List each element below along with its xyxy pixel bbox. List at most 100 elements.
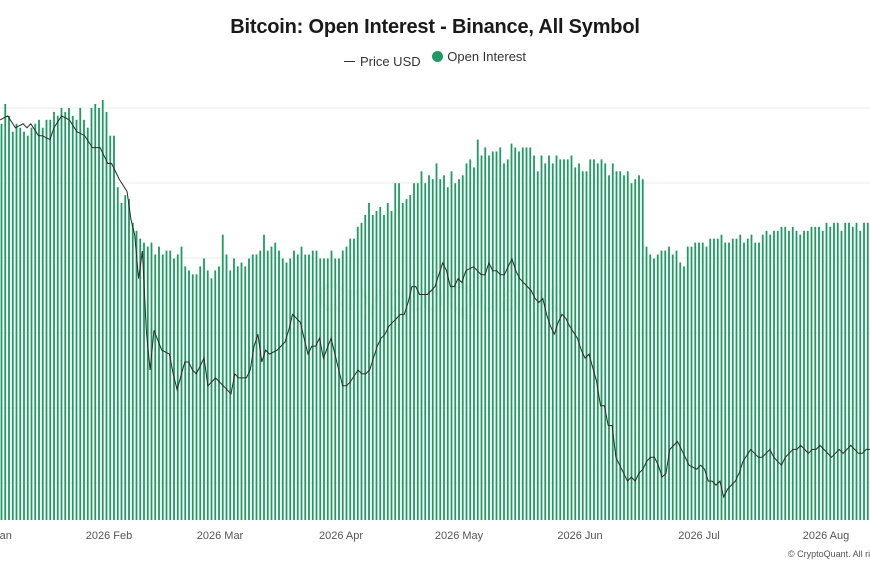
oi-bar bbox=[600, 159, 603, 520]
oi-bar bbox=[364, 214, 367, 520]
oi-bar bbox=[53, 111, 55, 521]
oi-bar bbox=[761, 234, 764, 520]
oi-bar bbox=[615, 171, 618, 521]
oi-bar bbox=[731, 238, 734, 520]
oi-bar bbox=[803, 230, 805, 521]
oi-bar bbox=[641, 179, 644, 520]
oi-bar bbox=[371, 214, 374, 520]
oi-bar bbox=[671, 254, 674, 520]
oi-bar bbox=[431, 179, 434, 520]
oi-bar bbox=[345, 246, 348, 520]
oi-bar bbox=[386, 203, 389, 520]
open-interest-bars bbox=[0, 100, 869, 521]
oi-bar bbox=[634, 179, 637, 520]
oi-bar bbox=[188, 270, 190, 520]
oi-bar bbox=[143, 242, 145, 520]
oi-bar bbox=[255, 254, 258, 520]
oi-bar bbox=[75, 119, 78, 521]
oi-bar bbox=[604, 163, 607, 520]
copyright-credit: © CryptoQuant. All rights reserved. bbox=[788, 549, 870, 559]
oi-bar bbox=[773, 230, 775, 521]
x-tick-label: 2026 Jul bbox=[678, 530, 720, 542]
oi-bar bbox=[630, 183, 633, 520]
oi-bar bbox=[330, 250, 333, 520]
oi-bar bbox=[360, 222, 363, 521]
oi-bar bbox=[585, 171, 588, 521]
oi-bar bbox=[499, 147, 502, 520]
oi-bar bbox=[683, 266, 685, 520]
line-swatch-icon bbox=[343, 61, 355, 62]
oi-bar bbox=[101, 100, 104, 520]
oi-bar bbox=[791, 226, 794, 521]
oi-bar bbox=[855, 222, 858, 521]
oi-bar bbox=[146, 246, 149, 520]
x-tick-label: 2026 Apr bbox=[319, 530, 363, 542]
oi-bar bbox=[488, 155, 490, 520]
oi-bar bbox=[285, 262, 288, 520]
oi-bar bbox=[311, 250, 314, 520]
oi-bar bbox=[649, 254, 652, 520]
oi-bar bbox=[428, 175, 430, 521]
oi-bar bbox=[158, 246, 160, 520]
oi-bar bbox=[675, 250, 678, 520]
oi-bar bbox=[214, 270, 217, 520]
oi-bar bbox=[570, 155, 573, 520]
oi-bar bbox=[551, 163, 554, 520]
legend-item-open-interest[interactable]: Open Interest bbox=[432, 49, 526, 64]
oi-bar bbox=[750, 234, 753, 520]
oi-bar bbox=[221, 234, 224, 520]
oi-bar bbox=[300, 246, 303, 520]
oi-bar bbox=[368, 203, 370, 520]
legend-item-price[interactable]: Price USD bbox=[343, 54, 421, 69]
oi-bar bbox=[679, 262, 682, 520]
oi-bar bbox=[458, 179, 460, 520]
oi-bar bbox=[308, 254, 310, 520]
oi-bar bbox=[788, 230, 790, 521]
oi-bar bbox=[390, 210, 393, 520]
oi-bar bbox=[240, 262, 243, 520]
oi-bar bbox=[34, 123, 37, 521]
oi-bar bbox=[79, 107, 82, 521]
oi-bar bbox=[863, 222, 865, 521]
oi-bar bbox=[829, 226, 832, 521]
oi-bar bbox=[795, 230, 798, 521]
oi-bar bbox=[401, 203, 404, 520]
oi-bar bbox=[68, 107, 70, 521]
oi-bar bbox=[581, 171, 584, 521]
oi-bar bbox=[98, 107, 100, 521]
oi-bar bbox=[45, 119, 48, 521]
oi-bar bbox=[566, 159, 569, 520]
x-tick-label: Jan bbox=[0, 530, 12, 542]
oi-bar bbox=[398, 183, 400, 520]
oi-bar bbox=[619, 171, 622, 521]
oi-bar bbox=[319, 258, 322, 520]
dot-swatch-icon bbox=[432, 51, 444, 62]
oi-bar bbox=[544, 163, 547, 520]
oi-bar bbox=[769, 234, 772, 520]
oi-bar bbox=[694, 242, 697, 520]
oi-bar bbox=[199, 266, 202, 520]
oi-bar bbox=[83, 119, 85, 521]
oi-bar bbox=[450, 171, 453, 521]
oi-bar bbox=[701, 242, 704, 520]
chart-legend: Price USD Open Interest bbox=[0, 49, 870, 69]
oi-bar bbox=[821, 230, 824, 521]
chart-title: Bitcoin: Open Interest - Binance, All Sy… bbox=[230, 16, 640, 38]
oi-bar bbox=[109, 135, 112, 520]
oi-bar bbox=[690, 246, 693, 520]
oi-bar bbox=[353, 238, 355, 520]
oi-bar bbox=[270, 246, 273, 520]
oi-bar bbox=[491, 151, 494, 520]
oi-bar bbox=[113, 135, 115, 520]
oi-bar bbox=[26, 135, 29, 520]
oi-bar bbox=[296, 254, 299, 520]
oi-bar bbox=[424, 183, 427, 520]
oi-bar bbox=[128, 199, 130, 520]
oi-bar bbox=[4, 104, 7, 520]
oi-bar bbox=[848, 222, 850, 521]
oi-bar bbox=[120, 203, 123, 520]
oi-bar bbox=[94, 104, 97, 520]
oi-bar bbox=[780, 226, 783, 521]
oi-bar bbox=[698, 242, 700, 520]
oi-bar bbox=[716, 238, 719, 520]
